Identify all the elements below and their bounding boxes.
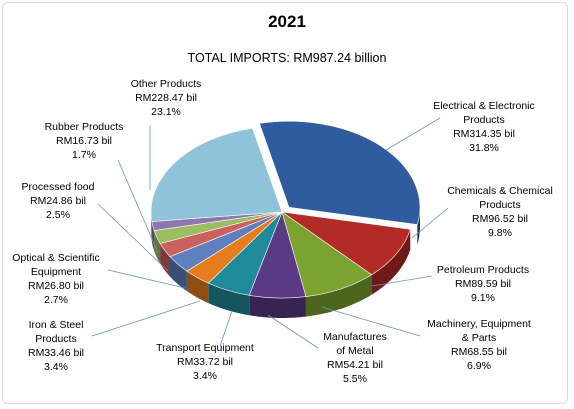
slice-label: Equipment (31, 266, 81, 278)
slice-label: 9.1% (471, 292, 495, 304)
slice-label: & Parts (462, 332, 496, 344)
slice-label: Petroleum Products (437, 264, 529, 276)
slice-label: Optical & Scientific (12, 252, 100, 264)
slice-label: 1.7% (72, 149, 96, 161)
slice-label: Transport Equipment (156, 342, 254, 354)
slice-label: Machinery, Equipment (427, 318, 531, 330)
slice-label: RM24.86 bil (30, 195, 86, 207)
slice-side (170, 256, 187, 292)
slice-label: of Metal (336, 345, 373, 357)
slice-label: Products (35, 333, 76, 345)
slice-side (186, 271, 209, 304)
slice-side (160, 243, 170, 277)
slice-label: RM89.59 bil (455, 278, 511, 290)
pie-slice (150, 127, 283, 222)
leader-line (219, 310, 233, 347)
slice-side (371, 229, 411, 295)
slice-label: 23.1% (151, 106, 181, 118)
slice-label: Chemicals & Chemical (447, 185, 553, 197)
slice-side (154, 230, 161, 264)
leader-line (97, 203, 169, 272)
leader-line (107, 269, 186, 289)
slice-label: Electrical & Electronic (433, 100, 535, 112)
leader-line (321, 306, 421, 337)
slice-label: RM54.21 bil (327, 359, 383, 371)
slice-label: 6.9% (467, 360, 491, 372)
slice-side (249, 295, 306, 318)
leader-line (371, 275, 433, 287)
slice-label: RM33.46 bil (28, 347, 84, 359)
slice-label: RM68.55 bil (451, 346, 507, 358)
slice-label: Other Products (131, 78, 202, 90)
slice-label: Iron & Steel (29, 319, 84, 331)
leader-line (91, 300, 201, 337)
slice-label: 3.4% (193, 370, 217, 382)
slice-label: Manufactures (323, 331, 387, 343)
slice-label: 2.7% (44, 294, 68, 306)
slice-label: 5.5% (343, 373, 367, 385)
chart-title: 2021 (268, 12, 306, 31)
slice-label: RM228.47 bil (135, 92, 197, 104)
slice-label: Products (463, 114, 504, 126)
slice-side (208, 283, 250, 316)
slice-label: RM33.72 bil (177, 356, 233, 368)
slice-label: 9.8% (488, 227, 512, 239)
slice-label: RM26.80 bil (28, 280, 84, 292)
slice-label: RM314.35 bil (453, 128, 515, 140)
leader-line (385, 117, 441, 151)
leader-line (267, 314, 319, 349)
leader-line (117, 159, 159, 254)
slice-label: RM96.52 bil (472, 213, 528, 225)
slice-label: Processed food (22, 181, 95, 193)
leader-line (411, 207, 449, 239)
chart-subtitle: TOTAL IMPORTS: RM987.24 billion (187, 51, 387, 65)
slice-label: RM16.73 bil (56, 135, 112, 147)
slice-side (305, 274, 372, 317)
slice-label: Rubber Products (45, 121, 124, 133)
slice-label: 2.5% (46, 209, 70, 221)
slice-label: Products (479, 199, 520, 211)
pie-slice (281, 211, 411, 276)
pie-slice (259, 121, 421, 225)
chart-frame (2, 2, 568, 404)
slice-label: 3.4% (44, 361, 68, 373)
slice-label: 31.8% (469, 142, 499, 154)
